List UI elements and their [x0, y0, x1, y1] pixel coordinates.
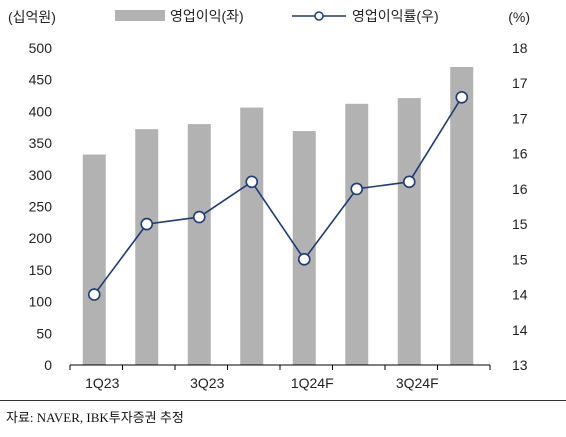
bar — [292, 131, 316, 365]
margin-point — [350, 182, 364, 196]
right-axis-unit: (%) — [508, 9, 530, 25]
x-tick-label: 3Q24F — [396, 375, 439, 391]
bar-series — [82, 67, 474, 366]
margin-point — [297, 253, 311, 266]
legend-bar-label: 영업이익(좌) — [170, 8, 244, 24]
margin-point — [402, 175, 416, 189]
margin-line — [93, 96, 463, 296]
right-tick-label: 16 — [512, 146, 528, 162]
left-tick-label: 300 — [29, 167, 53, 183]
left-tick-label: 100 — [29, 294, 53, 310]
left-tick-label: 0 — [44, 357, 52, 373]
bar — [345, 103, 369, 366]
right-tick-label: 15 — [512, 216, 528, 232]
bar — [240, 107, 264, 365]
left-tick-label: 400 — [29, 103, 53, 119]
left-tick-label: 250 — [29, 199, 53, 215]
x-tick-label: 1Q24F — [291, 375, 334, 391]
left-tick-label: 200 — [29, 230, 53, 246]
chart: (십억원) (%) 영업이익(좌) 영업이익률(우) 0 50 100 150 200 2… — [8, 8, 530, 391]
legend-bar-swatch — [115, 10, 165, 21]
left-tick-label: 50 — [36, 325, 52, 341]
left-tick-label: 150 — [29, 262, 53, 278]
x-tick-label: 3Q23 — [190, 375, 224, 391]
margin-point — [192, 210, 206, 224]
source-note: 자료: NAVER, IBK투자증권 추정 — [6, 410, 184, 425]
left-tick-label: 500 — [29, 40, 53, 56]
source-divider — [0, 400, 566, 401]
legend-line-marker — [314, 11, 324, 21]
legend-line-label: 영업이익률(우) — [352, 8, 439, 24]
right-tick-label: 18 — [512, 40, 528, 56]
right-tick-label: 13 — [512, 357, 528, 373]
left-axis-unit: (십억원) — [8, 9, 56, 25]
bar — [135, 129, 159, 365]
right-tick-label: 15 — [512, 251, 528, 267]
right-axis-ticks: 13 14 14 15 15 16 16 17 17 18 — [512, 40, 528, 373]
line-series — [87, 91, 469, 301]
left-tick-label: 350 — [29, 135, 53, 151]
left-axis-ticks: 0 50 100 150 200 250 300 350 400 450 500 — [29, 40, 53, 373]
right-tick-label: 17 — [512, 75, 528, 91]
x-tick-label: 1Q23 — [85, 375, 119, 391]
margin-point — [245, 175, 259, 189]
margin-point — [455, 91, 469, 104]
bar — [450, 67, 474, 366]
right-tick-label: 14 — [512, 322, 528, 338]
left-tick-label: 450 — [29, 72, 53, 88]
bar — [187, 124, 211, 365]
right-tick-label: 16 — [512, 181, 528, 197]
margin-point — [87, 288, 101, 301]
x-axis-ticks: 1Q23 3Q23 1Q24F 3Q24F — [69, 365, 491, 391]
margin-point — [140, 217, 154, 231]
right-tick-label: 14 — [512, 287, 528, 303]
legend: 영업이익(좌) 영업이익률(우) — [115, 8, 439, 24]
bar — [397, 98, 421, 365]
right-tick-label: 17 — [512, 110, 528, 126]
bar — [82, 154, 106, 365]
